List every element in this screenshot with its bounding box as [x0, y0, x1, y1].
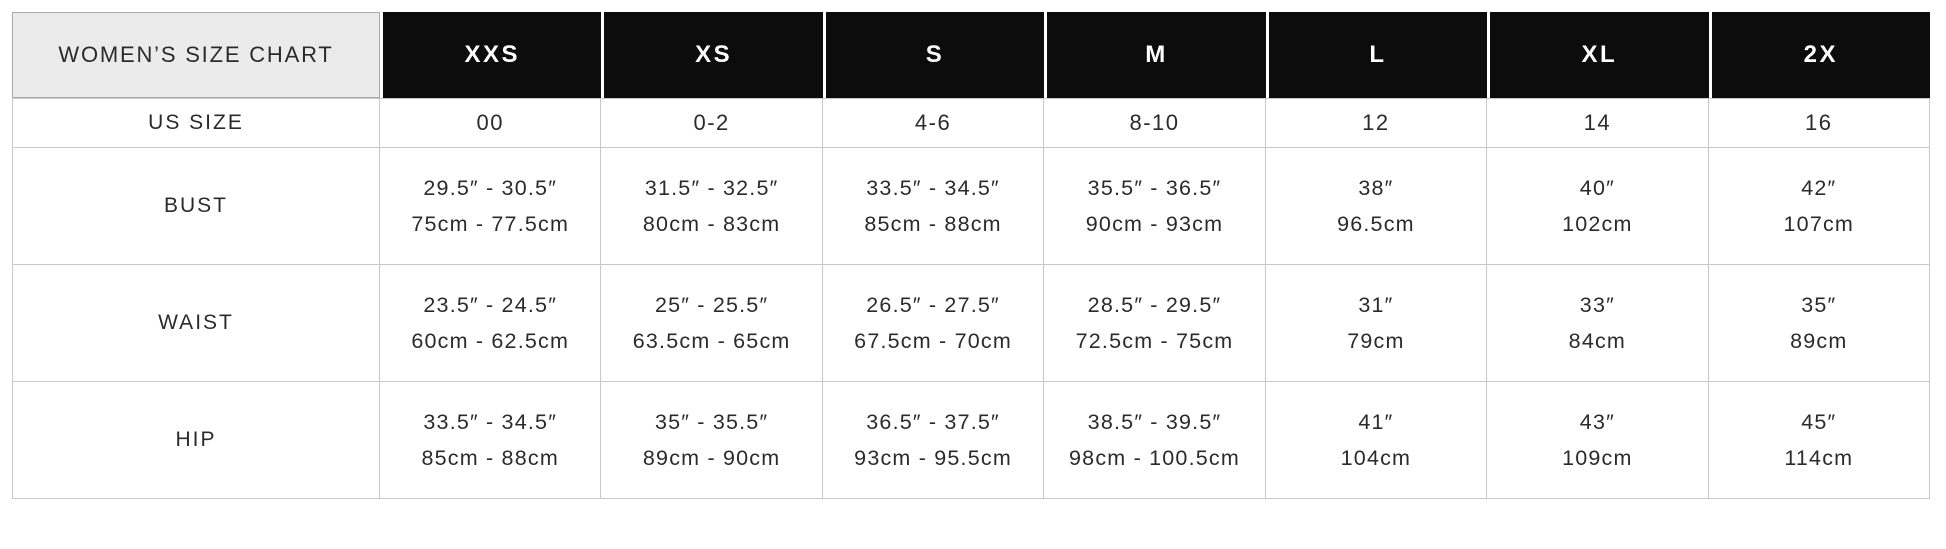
- cm-value: 67.5cm - 70cm: [854, 329, 1012, 353]
- size-header-l: L: [1265, 12, 1488, 98]
- bust-l: 38″ 96.5cm: [1265, 148, 1488, 265]
- cm-value: 85cm - 88cm: [421, 446, 559, 470]
- inches-value: 45″: [1801, 410, 1837, 434]
- us-size-l: 12: [1265, 98, 1488, 148]
- cm-value: 80cm - 83cm: [642, 212, 781, 236]
- waist-l: 31″ 79cm: [1265, 265, 1488, 382]
- inches-value: 33″: [1579, 293, 1615, 317]
- us-size-s: 4-6: [822, 98, 1045, 148]
- bust-row: BUST 29.5″ - 30.5″ 75cm - 77.5cm 31.5″ -…: [12, 148, 1930, 265]
- cm-value: 89cm: [1790, 329, 1848, 353]
- inches-value: 33.5″ - 34.5″: [423, 410, 558, 434]
- cm-value: 104cm: [1340, 446, 1412, 470]
- cm-value: 98cm - 100.5cm: [1069, 446, 1240, 470]
- chart-title: WOMEN’S SIZE CHART: [12, 12, 380, 98]
- waist-xl: 33″ 84cm: [1487, 265, 1709, 382]
- hip-xs: 35″ - 35.5″ 89cm - 90cm: [601, 382, 823, 499]
- inches-value: 25″ - 25.5″: [654, 293, 769, 317]
- inches-value: 43″: [1579, 410, 1615, 434]
- inches-value: 38.5″ - 39.5″: [1087, 410, 1222, 434]
- row-label-waist: WAIST: [12, 265, 380, 382]
- us-size-2x: 16: [1708, 98, 1930, 148]
- us-size-xs: 0-2: [601, 98, 823, 148]
- inches-value: 31″: [1358, 293, 1394, 317]
- waist-s: 26.5″ - 27.5″ 67.5cm - 70cm: [822, 265, 1045, 382]
- waist-row: WAIST 23.5″ - 24.5″ 60cm - 62.5cm 25″ - …: [12, 265, 1930, 382]
- inches-value: 41″: [1358, 410, 1394, 434]
- inches-value: 35″: [1801, 293, 1837, 317]
- cm-value: 114cm: [1784, 446, 1854, 470]
- cm-value: 75cm - 77.5cm: [411, 212, 570, 236]
- waist-xxs: 23.5″ - 24.5″ 60cm - 62.5cm: [380, 265, 602, 382]
- us-size-m: 8-10: [1044, 98, 1266, 148]
- row-label-hip: HIP: [12, 382, 380, 499]
- size-chart: WOMEN’S SIZE CHART XXS XS S M L XL 2X US…: [12, 12, 1930, 499]
- bust-2x: 42″ 107cm: [1708, 148, 1930, 265]
- size-header-2x: 2X: [1708, 12, 1930, 98]
- bust-xxs: 29.5″ - 30.5″ 75cm - 77.5cm: [380, 148, 602, 265]
- bust-xl: 40″ 102cm: [1487, 148, 1709, 265]
- cm-value: 93cm - 95.5cm: [854, 446, 1012, 470]
- hip-m: 38.5″ - 39.5″ 98cm - 100.5cm: [1044, 382, 1266, 499]
- inches-value: 40″: [1579, 176, 1615, 200]
- inches-value: 35.5″ - 36.5″: [1087, 176, 1222, 200]
- inches-value: 26.5″ - 27.5″: [866, 293, 1000, 317]
- inches-value: 28.5″ - 29.5″: [1087, 293, 1222, 317]
- waist-2x: 35″ 89cm: [1708, 265, 1930, 382]
- bust-m: 35.5″ - 36.5″ 90cm - 93cm: [1044, 148, 1266, 265]
- cm-value: 107cm: [1783, 212, 1855, 236]
- hip-xxs: 33.5″ - 34.5″ 85cm - 88cm: [380, 382, 602, 499]
- us-size-row: US SIZE 00 0-2 4-6 8-10 12 14 16: [12, 98, 1930, 148]
- cm-value: 84cm: [1568, 329, 1627, 353]
- waist-xs: 25″ - 25.5″ 63.5cm - 65cm: [601, 265, 823, 382]
- size-header-xxs: XXS: [380, 12, 602, 98]
- cm-value: 60cm - 62.5cm: [411, 329, 570, 353]
- inches-value: 42″: [1801, 176, 1837, 200]
- cm-value: 79cm: [1347, 329, 1405, 353]
- cm-value: 90cm - 93cm: [1085, 212, 1224, 236]
- row-label-bust: BUST: [12, 148, 380, 265]
- cm-value: 89cm - 90cm: [642, 446, 781, 470]
- hip-xl: 43″ 109cm: [1487, 382, 1709, 499]
- hip-l: 41″ 104cm: [1265, 382, 1488, 499]
- size-header-xl: XL: [1487, 12, 1709, 98]
- hip-row: HIP 33.5″ - 34.5″ 85cm - 88cm 35″ - 35.5…: [12, 382, 1930, 499]
- bust-xs: 31.5″ - 32.5″ 80cm - 83cm: [601, 148, 823, 265]
- inches-value: 23.5″ - 24.5″: [423, 293, 558, 317]
- row-label-us-size: US SIZE: [12, 98, 380, 148]
- inches-value: 29.5″ - 30.5″: [423, 176, 558, 200]
- size-header-s: S: [822, 12, 1045, 98]
- waist-m: 28.5″ - 29.5″ 72.5cm - 75cm: [1044, 265, 1266, 382]
- cm-value: 63.5cm - 65cm: [632, 329, 791, 353]
- inches-value: 35″ - 35.5″: [654, 410, 769, 434]
- cm-value: 109cm: [1562, 446, 1633, 470]
- hip-s: 36.5″ - 37.5″ 93cm - 95.5cm: [822, 382, 1045, 499]
- inches-value: 36.5″ - 37.5″: [866, 410, 1000, 434]
- size-header-xs: XS: [601, 12, 823, 98]
- cm-value: 102cm: [1562, 212, 1633, 236]
- inches-value: 33.5″ - 34.5″: [866, 176, 1000, 200]
- inches-value: 38″: [1358, 176, 1394, 200]
- hip-2x: 45″ 114cm: [1708, 382, 1930, 499]
- us-size-xl: 14: [1487, 98, 1709, 148]
- size-header-m: M: [1044, 12, 1266, 98]
- header-row: WOMEN’S SIZE CHART XXS XS S M L XL 2X: [12, 12, 1930, 98]
- bust-s: 33.5″ - 34.5″ 85cm - 88cm: [822, 148, 1045, 265]
- inches-value: 31.5″ - 32.5″: [644, 176, 779, 200]
- us-size-xxs: 00: [380, 98, 602, 148]
- cm-value: 96.5cm: [1337, 212, 1415, 236]
- cm-value: 85cm - 88cm: [864, 212, 1002, 236]
- cm-value: 72.5cm - 75cm: [1075, 329, 1234, 353]
